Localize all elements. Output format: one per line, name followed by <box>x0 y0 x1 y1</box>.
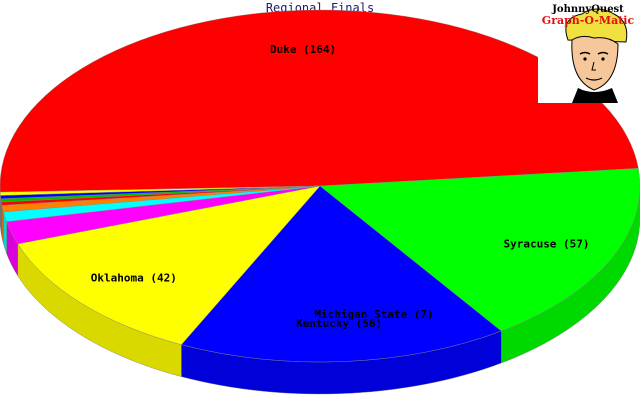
slice-label-0: Duke (164) <box>270 43 336 56</box>
graph-o-matic-logo: JohnnyQuest Graph-O-Matic <box>538 0 640 103</box>
logo-line2: Graph-O-Matic <box>542 14 635 27</box>
slice-label-2: Kentucky (56) <box>296 317 382 330</box>
slice-label-3: Oklahoma (42) <box>91 271 177 284</box>
pie-top-layer <box>0 9 640 363</box>
pie-label-layer: Duke (164) Syracuse (57) Kentucky (56) Okla… <box>91 43 590 330</box>
annotation-label-0: Michigan State (7) <box>314 308 433 321</box>
slice-label-1: Syracuse (57) <box>503 238 589 251</box>
pie-slice-3 <box>17 185 321 345</box>
logo-line1: JohnnyQuest <box>551 4 624 15</box>
pie-slice-2 <box>181 185 502 363</box>
pie-slice-10 <box>0 185 321 196</box>
